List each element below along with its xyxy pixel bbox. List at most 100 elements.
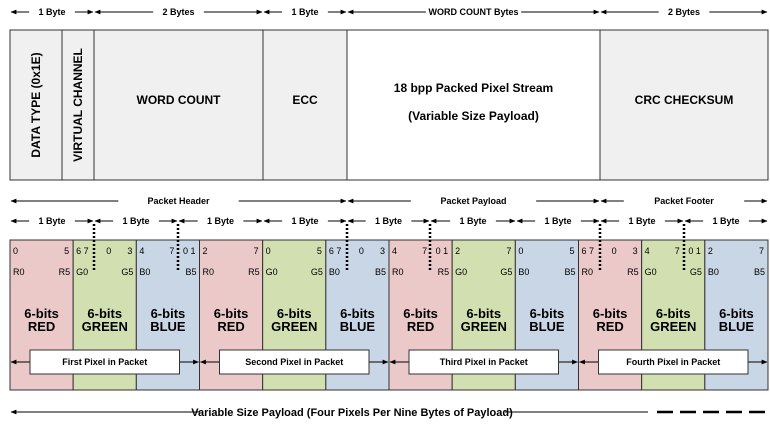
cell-bits-title: 6-bits: [277, 306, 312, 321]
bit-name-high: B5: [754, 267, 765, 277]
field-label-4: 18 bpp Packed Pixel Stream: [394, 81, 553, 95]
bit-name-high: B5: [375, 267, 386, 277]
section-0-label: Packet Header: [147, 196, 210, 206]
bit-index-left: 2: [455, 246, 460, 256]
field-label-2: WORD COUNT: [137, 93, 222, 107]
bit-index-left: 4: [392, 246, 397, 256]
cell-channel-name: BLUE: [340, 319, 376, 334]
field-label-1: VIRTUAL CHANNEL: [71, 48, 85, 162]
bit-name-high: R5: [627, 267, 639, 277]
bit-index-left: 4: [139, 246, 144, 256]
bit-index-right: 7: [254, 246, 259, 256]
bit-index-right: 5: [569, 246, 574, 256]
cell-channel-name: GREEN: [461, 319, 507, 334]
bit-index-left: 6 7: [76, 246, 89, 256]
cell-channel-name: RED: [407, 319, 434, 334]
top-span-0-label: 1 Byte: [38, 7, 65, 17]
bit-name-low: R0: [392, 267, 404, 277]
pixel-label: Third Pixel in Packet: [440, 357, 528, 367]
field-label2-4: (Variable Size Payload): [408, 109, 539, 123]
cell-channel-name: GREEN: [271, 319, 317, 334]
pixel-label-box: [408, 349, 559, 375]
field-label-3: ECC: [292, 93, 318, 107]
cell-bits-title: 6-bits: [87, 306, 122, 321]
bit-index-right: 7: [506, 246, 511, 256]
cell-channel-name: GREEN: [650, 319, 696, 334]
bit-index-right: 0 1: [183, 246, 196, 256]
bit-name-low: R0: [582, 267, 594, 277]
bit-index-mid: 7: [675, 246, 680, 256]
cell-channel-name: GREEN: [82, 319, 128, 334]
bit-index-mid: 0: [612, 246, 617, 256]
bit-name-high: B5: [185, 267, 196, 277]
byte-span-5-label: 1 Byte: [459, 216, 486, 226]
bit-index-mid: 7: [169, 246, 174, 256]
bit-index-right: 0 1: [688, 246, 701, 256]
field-5: [599, 29, 769, 181]
bit-name-low: R0: [203, 267, 215, 277]
cell-bits-title: 6-bits: [403, 306, 438, 321]
bit-index-left: 2: [708, 246, 713, 256]
bit-index-right: 3: [633, 246, 638, 256]
field-1: [61, 29, 95, 181]
bit-index-mid: 0: [106, 246, 111, 256]
bit-name-low: B0: [139, 267, 150, 277]
pixel-label-box: [29, 349, 180, 375]
field-label-0: DATA TYPE (0x1E): [29, 52, 43, 157]
bit-index-left: 4: [645, 246, 650, 256]
bit-index-left: 0: [266, 246, 271, 256]
cell-channel-name: BLUE: [529, 319, 565, 334]
cell-channel-name: RED: [596, 319, 623, 334]
bit-index-left: 0: [13, 246, 18, 256]
cell-channel-name: BLUE: [150, 319, 186, 334]
byte-span-7-label: 1 Byte: [628, 216, 655, 226]
cell-bits-title: 6-bits: [656, 306, 691, 321]
bit-index-mid: 7: [422, 246, 427, 256]
bit-name-high: G5: [690, 267, 702, 277]
bit-name-high: R5: [59, 267, 71, 277]
cell-bits-title: 6-bits: [719, 306, 754, 321]
pixel-label-box: [598, 349, 749, 375]
byte-span-0-label: 1 Byte: [38, 216, 65, 226]
bit-name-low: G0: [76, 267, 88, 277]
bit-name-high: R5: [438, 267, 450, 277]
top-span-1-label: 2 Bytes: [162, 7, 194, 17]
cell-channel-name: RED: [28, 319, 55, 334]
cell-channel-name: RED: [217, 319, 244, 334]
byte-span-4-label: 1 Byte: [375, 216, 402, 226]
footer-label: Variable Size Payload (Four Pixels Per N…: [191, 407, 513, 419]
bit-index-left: 6 7: [582, 246, 595, 256]
cell-bits-title: 6-bits: [151, 306, 186, 321]
byte-span-8-label: 1 Byte: [712, 216, 739, 226]
bit-index-right: 7: [759, 246, 764, 256]
bit-index-right: 3: [127, 246, 132, 256]
bit-name-high: G5: [500, 267, 512, 277]
cell-bits-title: 6-bits: [340, 306, 375, 321]
top-span-4-label: 2 Bytes: [668, 7, 700, 17]
bit-index-mid: 0: [359, 246, 364, 256]
bit-name-low: G0: [455, 267, 467, 277]
pixel-label: Second Pixel in Packet: [245, 357, 343, 367]
byte-span-6-label: 1 Byte: [544, 216, 571, 226]
bit-name-high: R5: [248, 267, 260, 277]
field-4: [346, 29, 601, 181]
bit-index-right: 3: [380, 246, 385, 256]
bit-name-low: B0: [708, 267, 719, 277]
bit-index-right: 0 1: [436, 246, 449, 256]
top-span-3-label: WORD COUNT Bytes: [428, 7, 518, 17]
section-1-label: Packet Payload: [440, 196, 506, 206]
bit-index-left: 0: [518, 246, 523, 256]
bit-name-low: G0: [645, 267, 657, 277]
bit-name-low: R0: [13, 267, 25, 277]
field-label-5: CRC CHECKSUM: [635, 93, 734, 107]
top-span-2-label: 1 Byte: [291, 7, 318, 17]
byte-span-1-label: 1 Byte: [122, 216, 149, 226]
cell-bits-title: 6-bits: [24, 306, 59, 321]
section-2-label: Packet Footer: [654, 196, 714, 206]
bit-index-right: 5: [317, 246, 322, 256]
byte-span-3-label: 1 Byte: [291, 216, 318, 226]
bit-name-high: G5: [121, 267, 133, 277]
bit-name-high: B5: [564, 267, 575, 277]
bit-index-right: 5: [64, 246, 69, 256]
